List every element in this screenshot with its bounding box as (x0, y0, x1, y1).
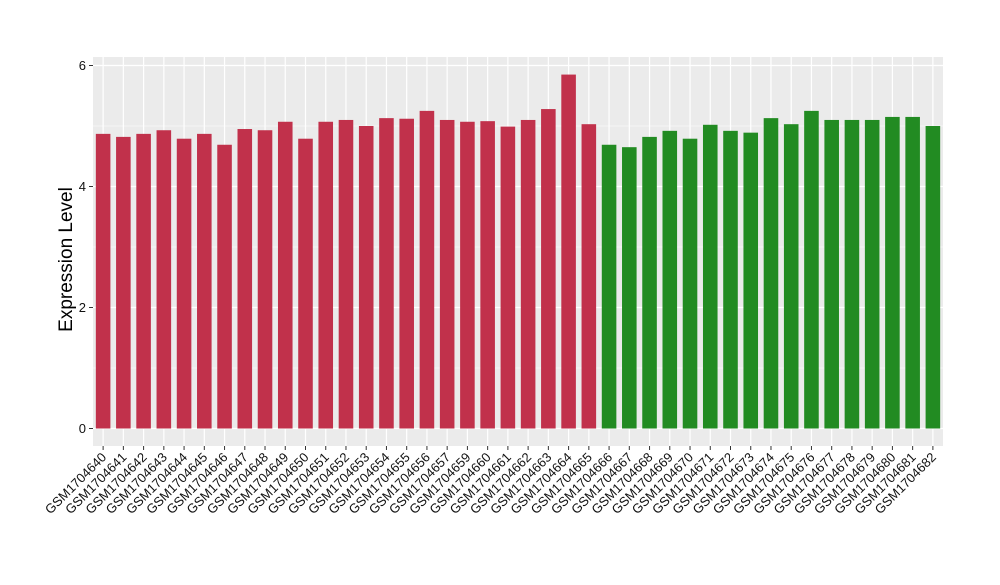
bar-GSM1704645 (197, 133, 212, 429)
bar-GSM1704665 (581, 124, 597, 429)
bar-GSM1704666 (601, 144, 617, 429)
plot-panel (93, 57, 943, 446)
bar-GSM1704681 (905, 116, 920, 429)
bar-GSM1704671 (702, 124, 718, 429)
bar-GSM1704674 (763, 118, 779, 429)
bar-GSM1704657 (439, 119, 455, 429)
bar-GSM1704675 (783, 124, 799, 429)
bar-GSM1704641 (116, 136, 131, 429)
bar-GSM1704669 (662, 130, 678, 429)
bar-GSM1704682 (925, 126, 941, 429)
bar-GSM1704648 (257, 130, 273, 429)
bar-GSM1704652 (338, 119, 354, 429)
bar-GSM1704649 (277, 121, 293, 429)
bar-GSM1704662 (520, 119, 536, 429)
bar-GSM1704655 (399, 118, 414, 429)
bar-GSM1704664 (561, 74, 576, 429)
bar-GSM1704670 (682, 138, 698, 429)
bar-GSM1704680 (885, 116, 900, 429)
bar-GSM1704651 (318, 121, 334, 429)
y-tick-label: 0 (79, 421, 86, 436)
bar-GSM1704676 (804, 110, 819, 429)
bar-GSM1704668 (642, 136, 657, 429)
bar-GSM1704640 (95, 133, 111, 429)
bars (95, 74, 941, 429)
bar-GSM1704656 (419, 110, 435, 429)
y-tick-label: 4 (79, 179, 86, 194)
bar-GSM1704660 (480, 121, 495, 429)
bar-GSM1704653 (358, 126, 374, 429)
bar-GSM1704661 (500, 126, 516, 429)
bar-GSM1704643 (156, 130, 172, 429)
bar-GSM1704646 (217, 144, 232, 429)
x-axis: GSM1704640GSM1704641GSM1704642GSM1704643… (42, 446, 939, 517)
bar-GSM1704663 (541, 109, 556, 429)
bar-GSM1704647 (237, 129, 253, 429)
bar-GSM1704678 (844, 119, 860, 429)
bar-GSM1704642 (136, 133, 151, 429)
bar-GSM1704672 (723, 130, 738, 429)
bar-GSM1704679 (864, 119, 880, 429)
bar-GSM1704673 (743, 132, 759, 429)
bar-GSM1704654 (379, 118, 394, 429)
bar-GSM1704667 (622, 147, 637, 429)
y-tick-label: 2 (79, 300, 86, 315)
y-tick-label: 6 (79, 58, 86, 73)
y-axis-title: Expression Level (56, 187, 77, 332)
bar-GSM1704677 (824, 119, 839, 429)
bar-GSM1704659 (460, 121, 475, 429)
bar-GSM1704650 (298, 138, 313, 429)
bar-GSM1704644 (176, 138, 192, 429)
y-axis: 0 2 4 6 (79, 58, 93, 436)
